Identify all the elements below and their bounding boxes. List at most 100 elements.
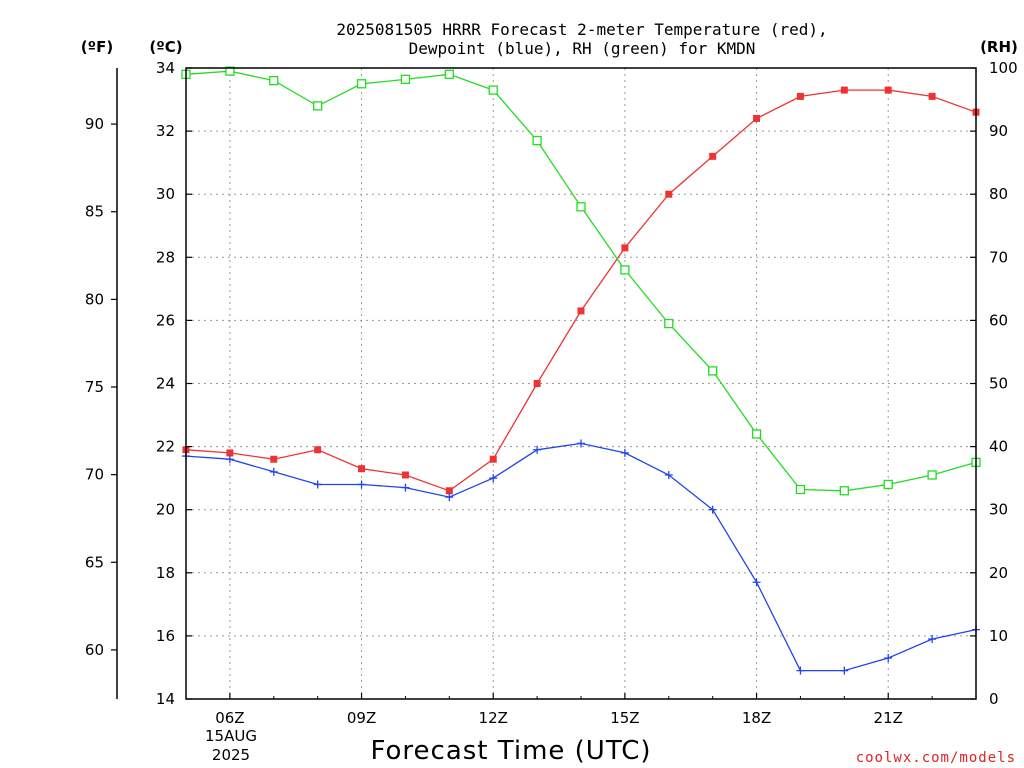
x-tick-label: 15Z — [610, 709, 639, 727]
fahrenheit-tick-label: 75 — [85, 378, 104, 396]
rh-point — [444, 69, 454, 79]
rh-point — [313, 101, 323, 111]
rh-tick-label: 50 — [989, 375, 1008, 393]
celsius-tick-label: 14 — [156, 690, 175, 708]
credit-text: coolwx.com/models — [856, 750, 1016, 766]
rh-tick-label: 60 — [989, 311, 1008, 329]
dewpoint-point — [620, 448, 629, 457]
rh-tick-label: 100 — [989, 59, 1018, 77]
dewpoint-point — [577, 439, 585, 448]
dewpoint-point — [708, 505, 717, 514]
rh-unit-label: (RH) — [980, 38, 1018, 56]
rh-tick-label: 70 — [989, 248, 1008, 266]
fahrenheit-tick-label: 85 — [85, 203, 104, 221]
temperature-point — [270, 455, 278, 463]
celsius-tick-label: 30 — [156, 185, 175, 203]
rh-tick-label: 0 — [989, 690, 999, 708]
x-tick-label: 18Z — [742, 709, 771, 727]
rh-point — [620, 265, 630, 275]
celsius-tick-label: 24 — [156, 375, 175, 393]
rh-tick-label: 10 — [989, 627, 1008, 645]
rh-point — [883, 479, 893, 490]
celsius-tick-label: 22 — [156, 438, 175, 456]
temperature-point — [577, 307, 585, 315]
x-date-label-day: 15AUG — [205, 727, 257, 745]
dewpoint-point — [664, 470, 673, 479]
dewpoint-point — [752, 578, 761, 587]
celsius-tick-label: 18 — [156, 564, 175, 582]
temperature-point — [621, 244, 629, 252]
dewpoint-point — [445, 493, 454, 502]
dewpoint-point — [928, 635, 937, 644]
rh-point — [664, 318, 674, 329]
rh-point — [795, 484, 806, 495]
rh-point — [708, 366, 718, 376]
dewpoint-point — [884, 653, 893, 662]
dewpoint-point — [489, 474, 498, 483]
celsius-unit-label: (ºC) — [149, 38, 182, 56]
rh-tick-label: 30 — [989, 501, 1008, 519]
dewpoint-point — [796, 666, 805, 675]
temperature-point — [796, 92, 804, 100]
dewpoint-point — [840, 666, 849, 675]
rh-point — [488, 85, 498, 95]
temperature-point — [884, 86, 892, 94]
chart-title-line-2: Dewpoint (blue), RH (green) for KMDN — [409, 39, 756, 58]
series-lines — [185, 70, 977, 672]
series-markers — [181, 66, 981, 675]
dewpoint-point — [313, 480, 322, 489]
rh-point — [839, 486, 849, 496]
rh-tick-label: 80 — [989, 185, 1008, 203]
fahrenheit-unit-label: (ºF) — [81, 38, 113, 56]
temperature-point — [533, 380, 541, 387]
temperature-point — [314, 446, 322, 454]
x-tick-label: 12Z — [479, 709, 508, 727]
fahrenheit-tick-label: 90 — [85, 115, 104, 133]
rh-point — [400, 74, 411, 85]
dewpoint-point — [533, 445, 542, 454]
fahrenheit-tick-label: 65 — [85, 553, 104, 571]
fahrenheit-tick-label: 60 — [85, 641, 104, 659]
rh-point — [532, 135, 542, 146]
celsius-tick-label: 28 — [156, 248, 175, 266]
chart-title-line-1: 2025081505 HRRR Forecast 2-meter Tempera… — [336, 20, 827, 39]
temperature-point — [358, 465, 366, 473]
temperature-point — [665, 190, 673, 198]
rh-point — [576, 202, 586, 212]
x-tick-label: 21Z — [874, 709, 903, 727]
dewpoint-point — [357, 480, 366, 489]
rh-point — [269, 75, 279, 86]
celsius-tick-label: 32 — [156, 122, 175, 140]
rh-point — [927, 470, 937, 480]
temperature-point — [489, 455, 497, 463]
x-tick-label: 06Z — [215, 709, 244, 727]
celsius-tick-label: 20 — [156, 501, 175, 519]
gridlines — [186, 68, 976, 699]
temperature-point — [928, 92, 936, 100]
dewpoint-point — [269, 467, 278, 476]
rh-line — [185, 70, 977, 492]
dewpoint-line — [185, 442, 977, 672]
temperature-point — [840, 86, 848, 94]
dewpoint-point — [401, 483, 410, 492]
x-date-label-year: 2025 — [212, 746, 250, 764]
x-tick-label: 09Z — [347, 709, 376, 727]
rh-point — [225, 66, 235, 76]
celsius-tick-label: 26 — [156, 311, 175, 329]
rh-tick-label: 20 — [989, 564, 1008, 582]
temperature-point — [445, 487, 453, 495]
temperature-point — [226, 449, 234, 457]
fahrenheit-tick-label: 80 — [85, 290, 104, 308]
rh-point — [751, 429, 762, 439]
rh-tick-label: 40 — [989, 438, 1008, 456]
fahrenheit-tick-label: 70 — [85, 466, 104, 484]
celsius-tick-label: 34 — [156, 59, 175, 77]
temperature-point — [753, 114, 761, 122]
temperature-line — [185, 89, 977, 492]
x-axis-title: Forecast Time (UTC) — [370, 736, 651, 766]
dewpoint-point — [225, 455, 234, 464]
plot-frame — [185, 67, 977, 700]
rh-point — [356, 79, 367, 89]
axes: 06Z 09Z 12Z 15Z 18Z 21Z 14 16 18 20 22 24 26 28 30 32 34… — [85, 59, 1018, 727]
